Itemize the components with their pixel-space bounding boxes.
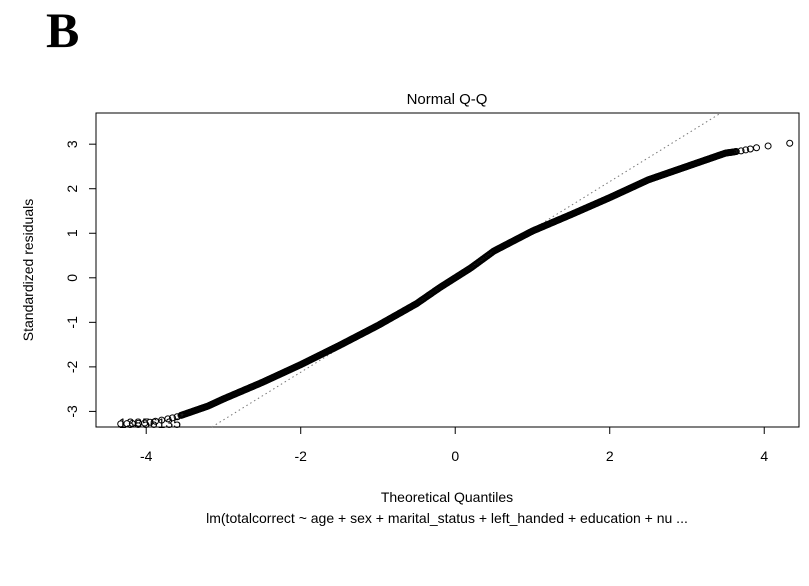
data-point	[123, 420, 131, 428]
x-tick-label: -4	[140, 448, 153, 464]
data-point	[742, 146, 750, 154]
data-point	[764, 142, 772, 150]
data-point	[732, 148, 740, 156]
panel-label: B	[46, 2, 80, 58]
data-point	[173, 413, 181, 421]
data-point	[737, 147, 745, 155]
y-axis-label: Standardized residuals	[20, 199, 36, 341]
data-point	[141, 419, 149, 427]
y-tick-label: -3	[64, 405, 80, 418]
point-label: 13856135	[119, 415, 182, 431]
y-tick-label: 3	[64, 140, 80, 148]
y-tick-label: 1	[64, 229, 80, 237]
chart-title: Normal Q-Q	[407, 91, 488, 108]
y-tick-label: -2	[64, 360, 80, 373]
data-point	[164, 415, 172, 423]
x-axis-label: Theoretical Quantiles	[381, 489, 513, 505]
outlier-point	[786, 139, 794, 147]
x-tick-label: 2	[606, 448, 614, 464]
reference-line	[211, 112, 722, 428]
y-tick-label: 2	[64, 185, 80, 193]
y-tick-label: -1	[64, 316, 80, 329]
x-tick-label: -2	[294, 448, 307, 464]
plot-frame	[95, 112, 800, 428]
y-axis: -3 -2 -1 0 1 2 3	[64, 140, 97, 418]
y-tick-label: 0	[64, 274, 80, 282]
data-point	[753, 144, 761, 152]
x-tick-label: 0	[451, 448, 459, 464]
chart-subtitle: lm(totalcorrect ~ age + sex + marital_st…	[206, 510, 688, 526]
x-axis: -4 -2 0 2 4	[140, 426, 768, 464]
data-points	[117, 139, 794, 428]
x-tick-label: 4	[760, 448, 768, 464]
data-point	[168, 414, 176, 422]
